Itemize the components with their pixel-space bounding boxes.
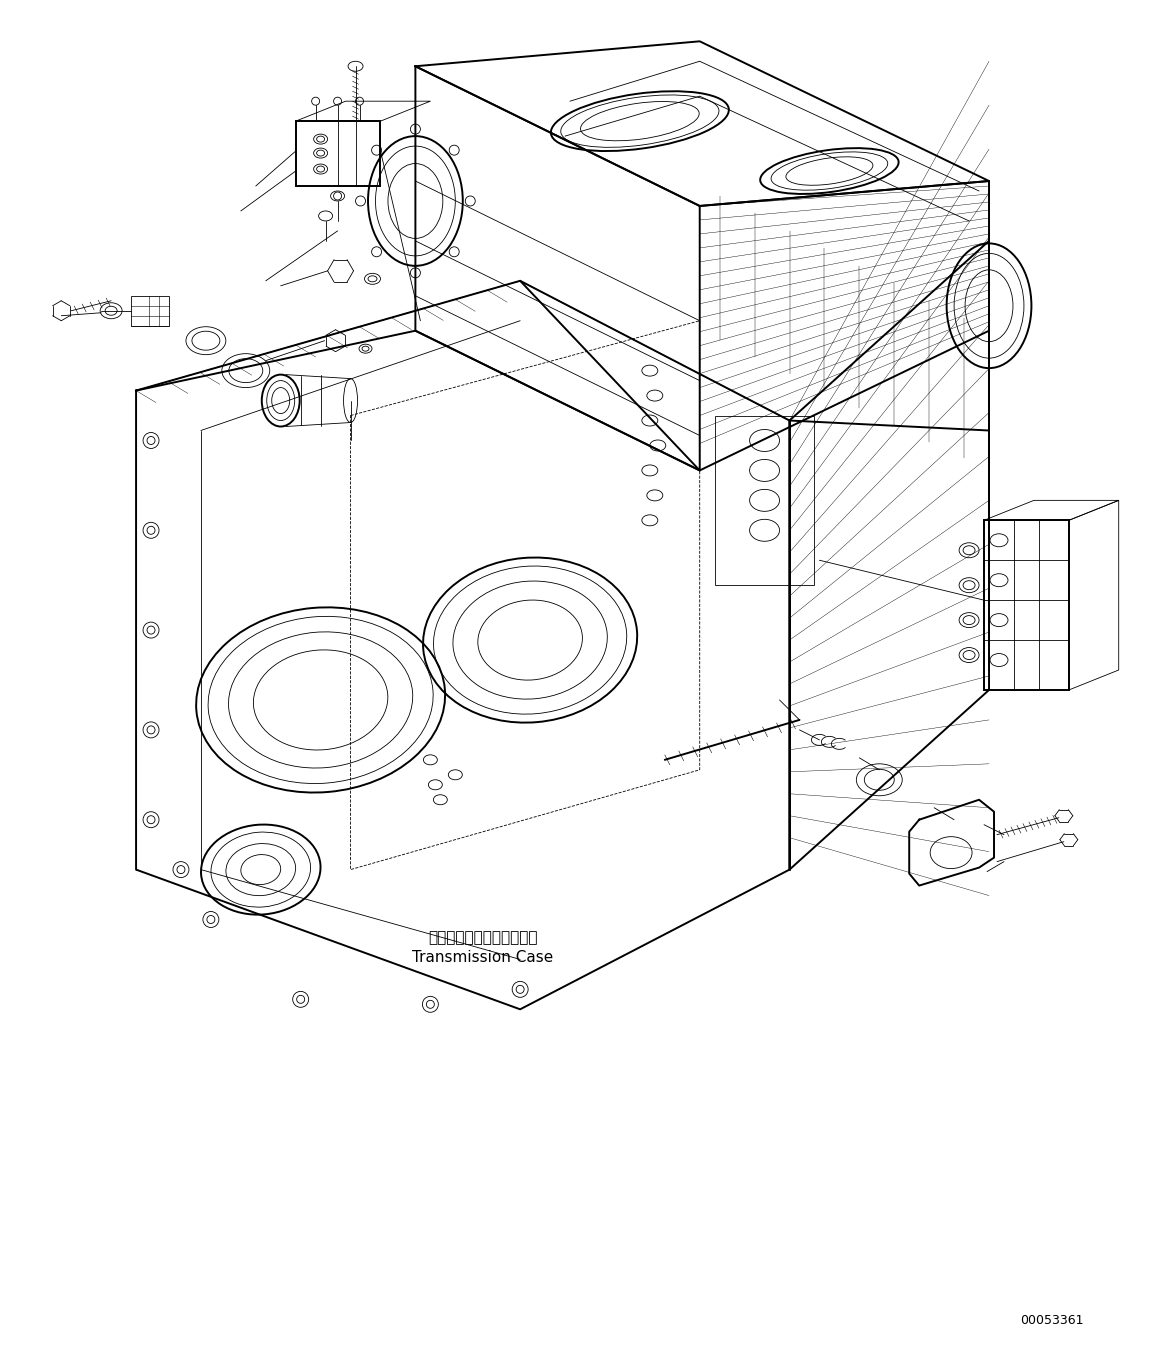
Text: 00053361: 00053361 [1020,1314,1083,1328]
Bar [295,122,380,187]
Bar [131,296,169,326]
Text: Transmission Case: Transmission Case [412,950,554,965]
Bar [984,521,1069,690]
Bar [715,415,814,585]
Text: トランスミッションケース: トランスミッションケース [428,930,537,945]
